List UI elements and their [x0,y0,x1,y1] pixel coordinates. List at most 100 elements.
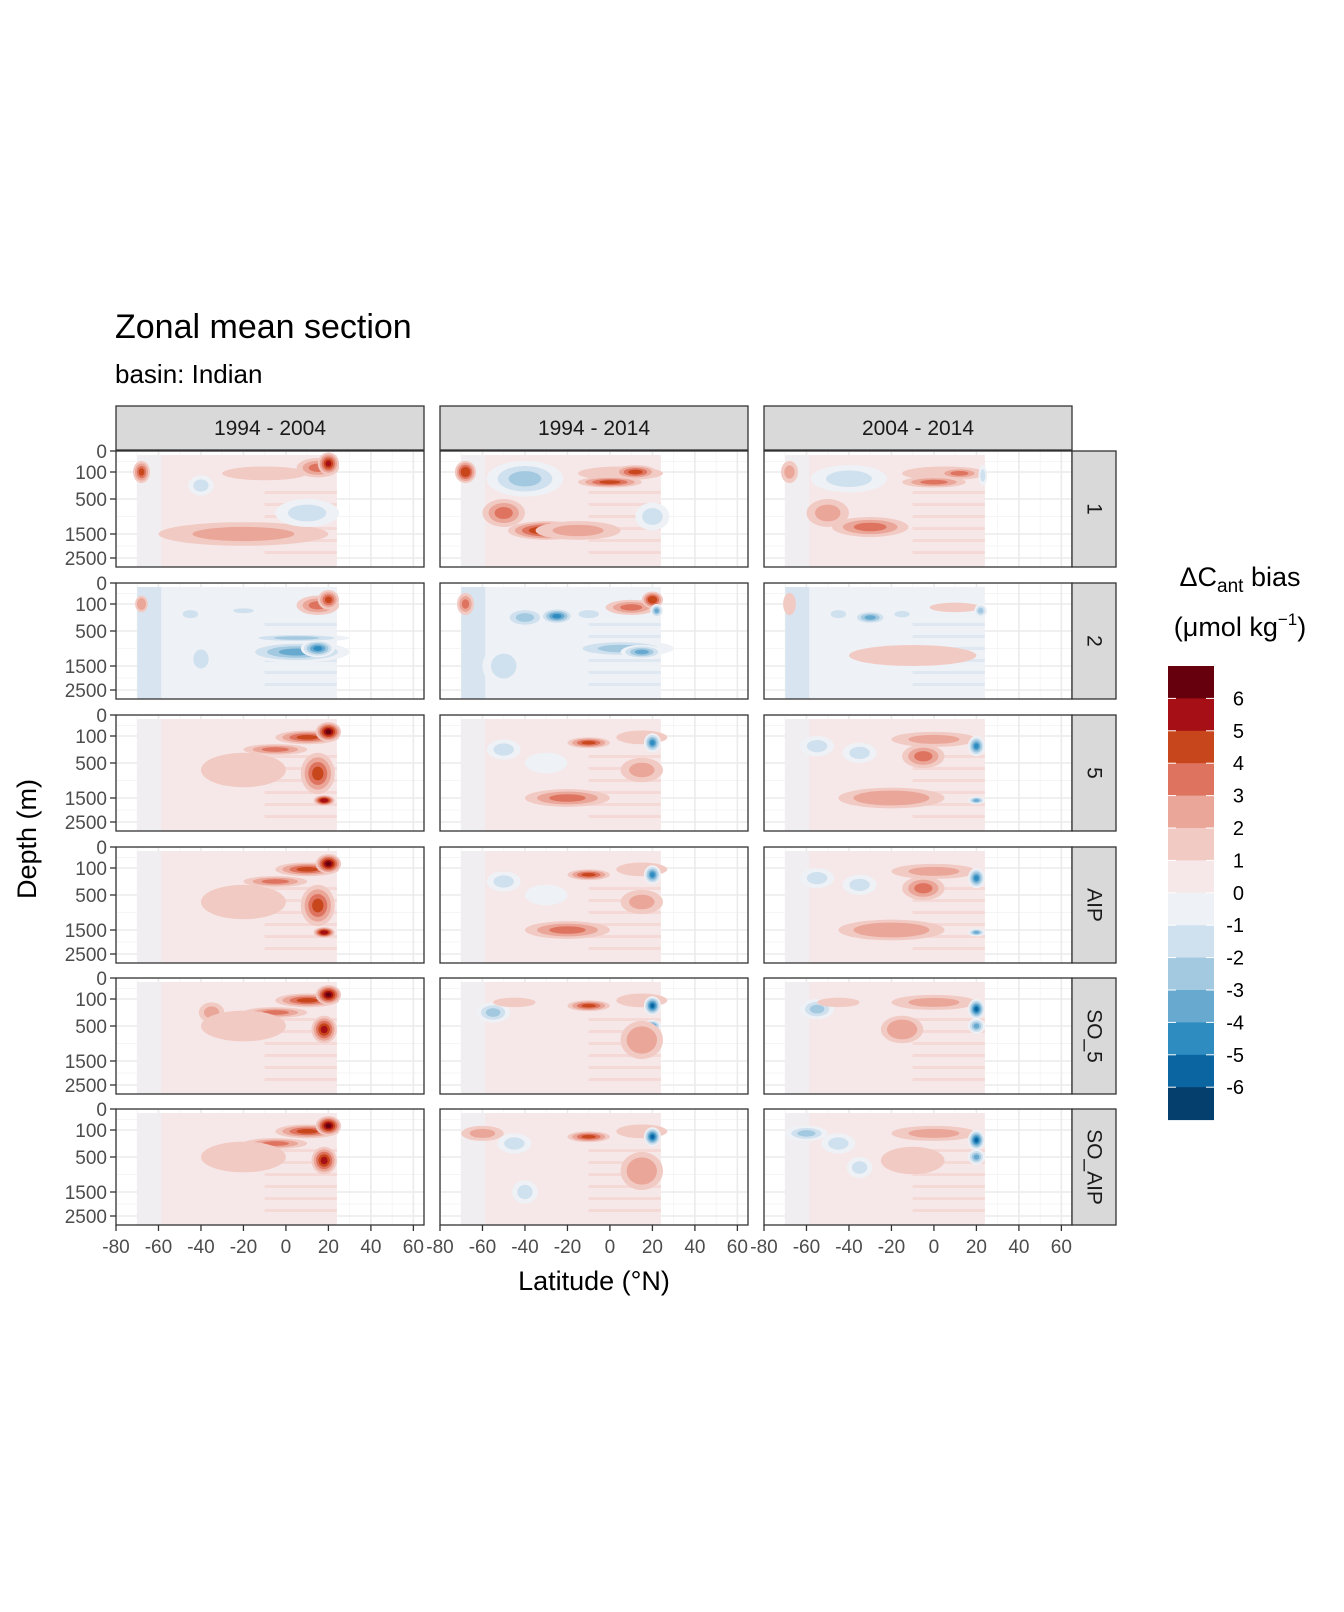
contour-feature [273,636,320,640]
column-strip-label: 1994 - 2004 [214,417,326,440]
section-striation [588,815,661,818]
panel-1-1 [440,583,748,699]
section-striation [912,791,985,794]
contour-feature [950,470,969,476]
y-tick-label: 1500 [65,1183,107,1204]
contour-feature [296,1129,318,1134]
contour-feature [849,878,870,891]
legend-label: -4 [1226,1012,1244,1034]
x-tick-label: 0 [605,1237,616,1258]
contour-feature [296,735,318,740]
section-striation [264,1185,337,1188]
contour-feature [320,1025,328,1034]
panel-2-0 [116,715,424,831]
contour-feature [974,1006,979,1012]
section-striation [912,551,985,554]
panel-4-2 [764,978,1072,1094]
y-tick-label: 0 [96,969,107,990]
contour-feature [200,752,286,788]
row-strip-label: 1 [1083,503,1106,515]
y-tick-label: 2500 [65,1207,107,1228]
contour-feature [239,469,291,478]
contour-feature [654,608,659,613]
section-striation [588,1185,661,1188]
legend-label: -1 [1226,915,1244,937]
section-striation [588,1066,661,1069]
section-striation [912,1042,985,1045]
contour-feature [914,883,933,894]
contour-feature [233,608,254,614]
contour-feature [517,1184,533,1200]
section-striation [264,1078,337,1081]
row-strip [1071,846,1117,964]
contour-feature [828,1137,849,1150]
section-band [785,455,810,567]
section-striation [912,815,985,818]
y-tick-label: 500 [75,1017,107,1038]
legend-swatch [1168,1054,1214,1088]
contour-feature [493,875,514,888]
section-striation [588,503,661,506]
section-striation [912,899,985,902]
legend-unit-close: ) [1297,612,1306,642]
row-strip [1071,582,1117,700]
legend-unit: (μmol kg−1) [1174,610,1306,642]
contour-feature [809,1004,825,1014]
section-striation [588,623,661,626]
contour-feature [296,867,318,872]
section-striation [264,947,337,950]
section-band [461,455,486,567]
contour-feature [193,649,209,669]
section-striation [588,539,661,542]
x-tick-label: -20 [878,1237,905,1258]
section-striation [264,1054,337,1057]
contour-feature [325,861,332,867]
section-striation [912,515,985,518]
section-striation [264,923,337,926]
contour-feature [313,646,323,651]
row-strip [1071,450,1117,568]
contour-feature [868,925,915,935]
panel-3-2 [764,847,1072,963]
contour-feature [581,872,596,877]
x-tick-label: -80 [102,1237,129,1258]
legend-label: 3 [1233,786,1244,808]
y-tick-label: 1500 [65,525,107,546]
section-striation [912,887,985,890]
x-tick-label: -60 [793,1237,820,1258]
legend-label: -6 [1226,1077,1244,1099]
legend-label: 6 [1233,688,1244,710]
y-tick-label: 100 [75,1121,107,1142]
x-tick-label: -60 [469,1237,496,1258]
y-tick-label: 500 [75,490,107,511]
section-band [461,982,486,1094]
contour-feature [192,526,295,542]
contour-feature [830,610,846,619]
section-band [137,719,162,831]
contour-feature [462,468,469,476]
contour-feature [549,794,586,802]
contour-feature [182,610,198,619]
section-striation [588,923,661,926]
section-band [785,719,810,831]
section-striation [588,1149,661,1152]
row-strip-label: SO_AIP [1083,1129,1106,1205]
section-striation [912,527,985,530]
contour-feature [977,607,984,614]
panel-border [439,714,749,832]
contour-feature [578,610,599,619]
contour-feature [806,872,828,885]
legend-swatch [1168,795,1214,829]
section-striation [912,491,985,494]
contour-feature [894,610,910,618]
section-striation [912,1054,985,1057]
contour-feature [628,469,643,475]
y-tick-label: 100 [75,727,107,748]
contour-feature [868,793,915,803]
contour-feature [620,604,643,611]
contour-feature [974,743,979,749]
legend-title: ΔCant bias [1179,562,1300,597]
contour-feature [138,600,145,608]
contour-feature [973,1023,980,1029]
legend-label: 5 [1233,721,1244,743]
